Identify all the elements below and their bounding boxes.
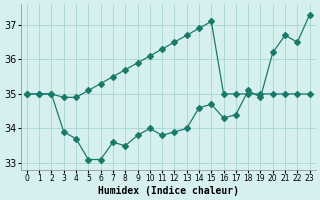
X-axis label: Humidex (Indice chaleur): Humidex (Indice chaleur) <box>98 186 239 196</box>
